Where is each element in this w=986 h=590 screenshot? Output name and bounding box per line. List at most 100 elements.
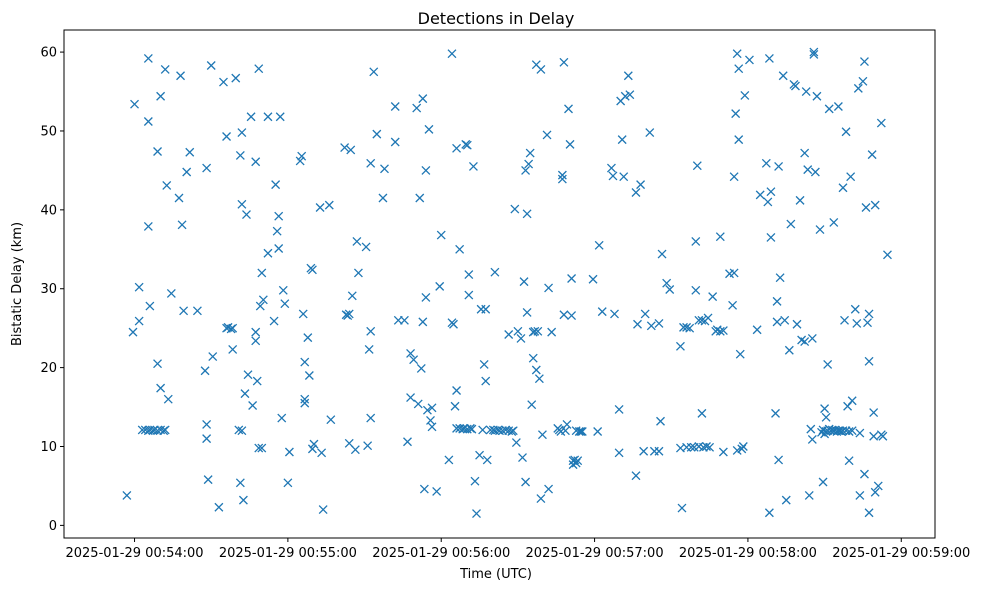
data-point — [248, 401, 258, 410]
data-point — [464, 290, 474, 300]
data-point — [421, 292, 431, 302]
data-point — [860, 57, 869, 67]
data-point — [326, 415, 336, 425]
data-point — [806, 424, 816, 434]
data-point — [284, 447, 294, 457]
data-point — [654, 318, 664, 328]
data-point — [528, 353, 538, 363]
x-axis: 2025-01-29 00:54:00 2025-01-29 00:55:00 20… — [65, 538, 970, 561]
data-point — [235, 478, 245, 488]
data-point — [547, 327, 557, 337]
data-point — [766, 187, 776, 197]
data-point — [873, 481, 883, 491]
data-series — [122, 47, 892, 519]
data-point — [771, 408, 780, 418]
data-point — [240, 389, 250, 399]
data-point — [656, 416, 665, 426]
data-point — [303, 333, 313, 343]
data-point — [300, 394, 310, 404]
data-point — [784, 345, 794, 355]
data-point — [317, 448, 327, 458]
data-point — [177, 220, 187, 230]
data-point — [340, 143, 350, 152]
y-tick-label: 30 — [40, 282, 57, 297]
data-point — [318, 505, 328, 515]
data-point — [790, 81, 800, 91]
data-point — [352, 236, 362, 246]
data-point — [380, 164, 389, 174]
data-point — [478, 425, 488, 435]
data-point — [815, 225, 825, 235]
data-point — [619, 172, 629, 182]
data-point — [564, 104, 573, 114]
data-point — [764, 53, 774, 63]
data-point — [718, 447, 728, 457]
data-point — [427, 422, 437, 432]
data-point — [625, 90, 635, 100]
data-point — [829, 218, 839, 227]
data-point — [222, 132, 232, 141]
data-point — [744, 55, 754, 65]
data-point — [271, 180, 281, 190]
data-point — [435, 281, 445, 291]
data-point — [231, 73, 241, 83]
data-point — [702, 442, 711, 451]
data-point — [258, 295, 268, 305]
data-point — [525, 148, 535, 158]
data-point — [179, 306, 189, 316]
data-point — [295, 156, 305, 166]
data-point — [203, 475, 213, 485]
data-point — [235, 150, 245, 160]
data-point — [315, 203, 325, 212]
data-point — [257, 268, 267, 278]
data-point — [269, 316, 279, 326]
data-point — [645, 128, 655, 138]
data-point — [462, 140, 472, 150]
data-point — [617, 135, 627, 145]
data-point — [772, 317, 782, 327]
data-point — [475, 450, 485, 460]
data-point — [406, 393, 416, 403]
data-point — [876, 118, 886, 128]
data-point — [708, 292, 718, 302]
data-point — [200, 366, 210, 376]
data-point — [778, 71, 788, 81]
data-point — [156, 91, 166, 101]
data-point — [869, 431, 879, 441]
data-point — [122, 490, 132, 500]
data-point — [185, 147, 195, 157]
data-point — [864, 356, 874, 366]
y-tick-label: 60 — [40, 46, 57, 61]
data-point — [697, 315, 707, 325]
data-point — [372, 129, 382, 139]
data-point — [272, 226, 282, 236]
data-point — [378, 193, 388, 203]
data-point — [409, 355, 419, 365]
data-point — [867, 150, 877, 160]
data-point — [255, 301, 265, 311]
y-tick-label: 20 — [40, 361, 57, 376]
data-point — [530, 326, 540, 336]
data-point — [818, 477, 828, 487]
data-point — [812, 91, 822, 101]
data-point — [145, 301, 155, 311]
data-point — [729, 172, 739, 182]
data-point — [860, 469, 869, 479]
data-point — [472, 509, 481, 519]
data-point — [479, 360, 489, 369]
data-point — [562, 419, 572, 429]
data-point — [202, 419, 212, 429]
data-point — [128, 327, 138, 337]
data-point — [424, 124, 434, 134]
data-point — [840, 315, 849, 325]
data-point — [163, 394, 173, 404]
data-point — [346, 145, 356, 155]
data-point — [639, 446, 649, 456]
data-point — [283, 478, 293, 488]
data-point — [559, 57, 569, 67]
data-point — [390, 102, 400, 111]
data-point — [764, 508, 774, 518]
y-tick-label: 10 — [40, 440, 57, 455]
data-point — [847, 426, 857, 436]
